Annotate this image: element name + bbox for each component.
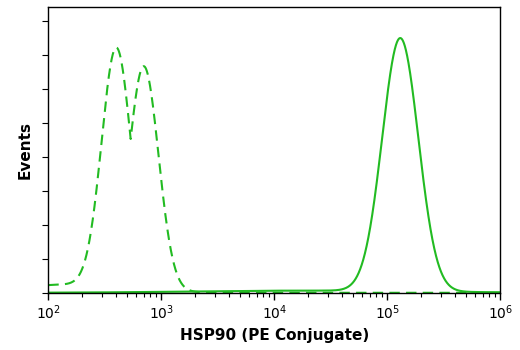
X-axis label: HSP90 (PE Conjugate): HSP90 (PE Conjugate) [180, 328, 369, 343]
Y-axis label: Events: Events [17, 121, 32, 179]
